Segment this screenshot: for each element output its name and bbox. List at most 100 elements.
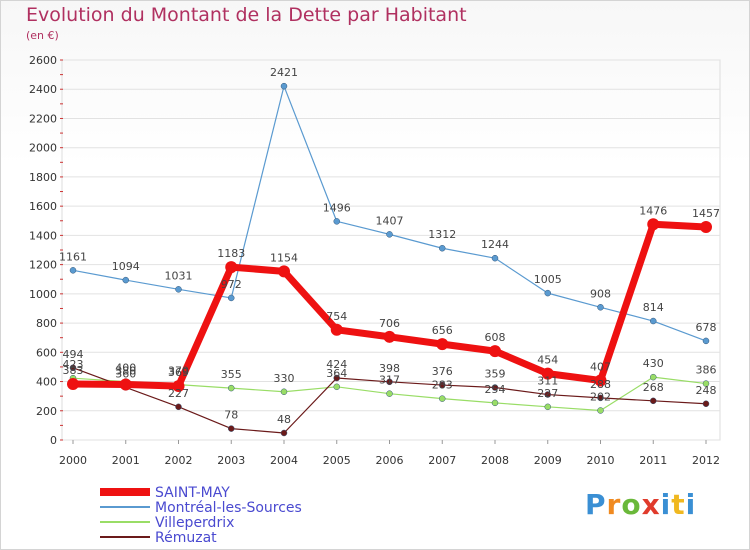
data-label: 288 (590, 378, 611, 391)
legend-label: Montréal-les-Sources (155, 500, 302, 516)
legend-label: SAINT-MAY (155, 485, 230, 501)
y-axis: 0 200 400 600 800 1000 1200 1400 1600 1800 2000 220… (29, 54, 63, 447)
series-group (67, 82, 712, 437)
data-point (702, 337, 710, 345)
x-tick-label: 2008 (481, 454, 509, 467)
data-label: 254 (485, 383, 506, 396)
data-point (702, 400, 710, 408)
data-label: 2421 (270, 66, 298, 79)
data-label: 383 (63, 364, 84, 377)
data-label: 1094 (112, 260, 140, 273)
data-point (333, 374, 340, 382)
data-label: 78 (224, 409, 238, 422)
data-point (280, 82, 288, 90)
data-point (172, 380, 185, 393)
proxiti-logo: Proxiti (585, 488, 697, 521)
data-point (228, 425, 235, 432)
data-point (650, 397, 657, 405)
data-label: 376 (432, 365, 453, 378)
data-label: 311 (537, 375, 558, 388)
legend-label: Villeperdrix (155, 515, 234, 531)
data-point (69, 364, 77, 372)
data-point (386, 390, 393, 397)
data-label: 380 (115, 364, 136, 377)
data-point (597, 304, 604, 311)
data-label: 369 (168, 366, 189, 379)
data-label: 454 (537, 354, 558, 367)
data-point (278, 265, 290, 278)
y-tick-label: 2400 (29, 83, 57, 96)
data-label: 908 (590, 287, 611, 300)
chart-title: Evolution du Montant de la Dette par Hab… (26, 4, 467, 26)
data-label: 202 (590, 390, 611, 403)
data-label: 364 (326, 367, 347, 380)
data-label: 1496 (323, 201, 351, 214)
data-label: 379 (168, 365, 189, 378)
data-label: 360 (115, 367, 136, 380)
data-label: 424 (326, 358, 347, 371)
x-tick-label: 2005 (323, 454, 351, 467)
y-tick-label: 1000 (29, 288, 57, 301)
data-point (700, 221, 712, 234)
data-label: 1244 (481, 238, 509, 251)
x-tick-label: 2009 (534, 454, 562, 467)
data-point (647, 218, 660, 231)
data-point (489, 345, 501, 358)
data-label: 48 (277, 413, 291, 426)
data-label: 1312 (428, 228, 456, 241)
data-point (175, 286, 182, 293)
data-point (386, 378, 393, 386)
data-label: 430 (643, 357, 664, 370)
x-tick-label: 2001 (112, 454, 140, 467)
x-tick-label: 2011 (639, 454, 667, 467)
data-label: 330 (274, 372, 295, 385)
y-tick-label: 0 (50, 434, 57, 447)
data-point (175, 403, 182, 411)
data-point (594, 374, 607, 387)
chart-subtitle: (en €) (26, 29, 59, 42)
data-label: 656 (432, 324, 453, 337)
y-tick-label: 2000 (29, 142, 57, 155)
data-label: 268 (643, 381, 664, 394)
data-point (330, 323, 343, 336)
data-label: 248 (696, 384, 717, 397)
data-point (491, 399, 499, 407)
data-point (597, 394, 604, 402)
y-tick-label: 200 (36, 405, 57, 418)
y-tick-label: 800 (36, 317, 57, 330)
data-label: 1005 (534, 273, 562, 286)
x-tick-label: 2006 (376, 454, 404, 467)
y-tick-label: 1200 (29, 259, 57, 272)
data-label: 1154 (270, 251, 298, 264)
x-tick-label: 2000 (59, 454, 87, 467)
data-point (650, 373, 657, 381)
x-tick-label: 2012 (692, 454, 720, 467)
data-point (436, 338, 449, 351)
x-tick-label: 2007 (428, 454, 456, 467)
x-tick-label: 2010 (587, 454, 615, 467)
legend-label: Rémuzat (155, 530, 217, 546)
data-label: 317 (379, 374, 400, 387)
data-label: 398 (379, 362, 400, 375)
data-label: 227 (537, 387, 558, 400)
data-label: 227 (168, 387, 189, 400)
data-label: 423 (63, 358, 84, 371)
data-point (280, 429, 288, 437)
data-label: 608 (485, 331, 506, 344)
data-point (702, 380, 710, 387)
y-tick-label: 600 (36, 346, 57, 359)
data-label: 407 (590, 361, 611, 374)
data-point (439, 381, 446, 389)
data-point (439, 244, 446, 252)
data-point (491, 254, 499, 262)
data-point (544, 403, 551, 411)
data-label: 1457 (692, 207, 720, 220)
data-point (541, 367, 554, 380)
data-label: 1183 (217, 247, 245, 260)
data-point (544, 391, 551, 398)
data-point (386, 231, 393, 238)
y-tick-label: 1800 (29, 171, 57, 184)
data-point (228, 384, 235, 392)
data-label: 494 (63, 348, 84, 361)
